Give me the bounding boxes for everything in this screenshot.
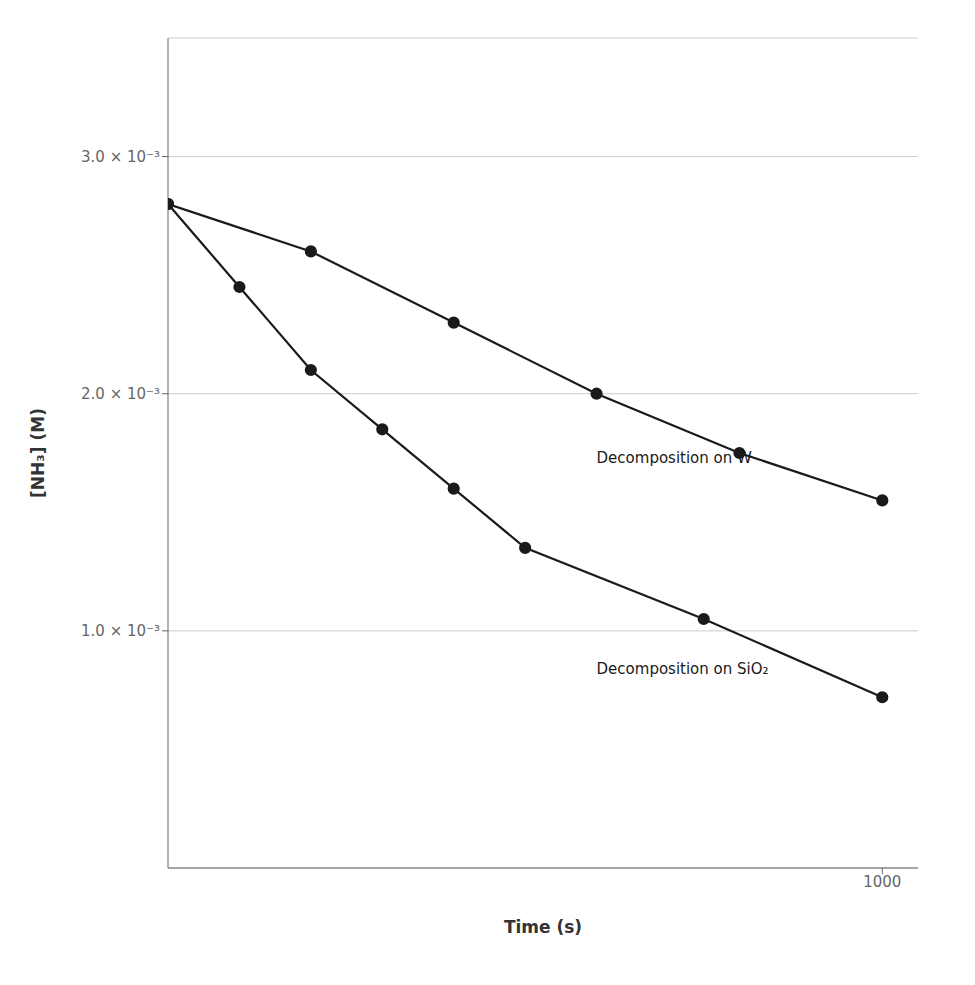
- svg-text:2.0 × 10⁻³: 2.0 × 10⁻³: [81, 385, 160, 403]
- svg-text:1000: 1000: [863, 873, 901, 891]
- svg-text:[NH₃] (M): [NH₃] (M): [28, 408, 48, 498]
- svg-text:Decomposition on SiO₂: Decomposition on SiO₂: [597, 660, 769, 678]
- svg-text:1.0 × 10⁻³: 1.0 × 10⁻³: [81, 622, 160, 640]
- svg-text:Decomposition on W: Decomposition on W: [597, 449, 752, 467]
- svg-text:Time (s): Time (s): [504, 917, 582, 937]
- svg-text:3.0 × 10⁻³: 3.0 × 10⁻³: [81, 148, 160, 166]
